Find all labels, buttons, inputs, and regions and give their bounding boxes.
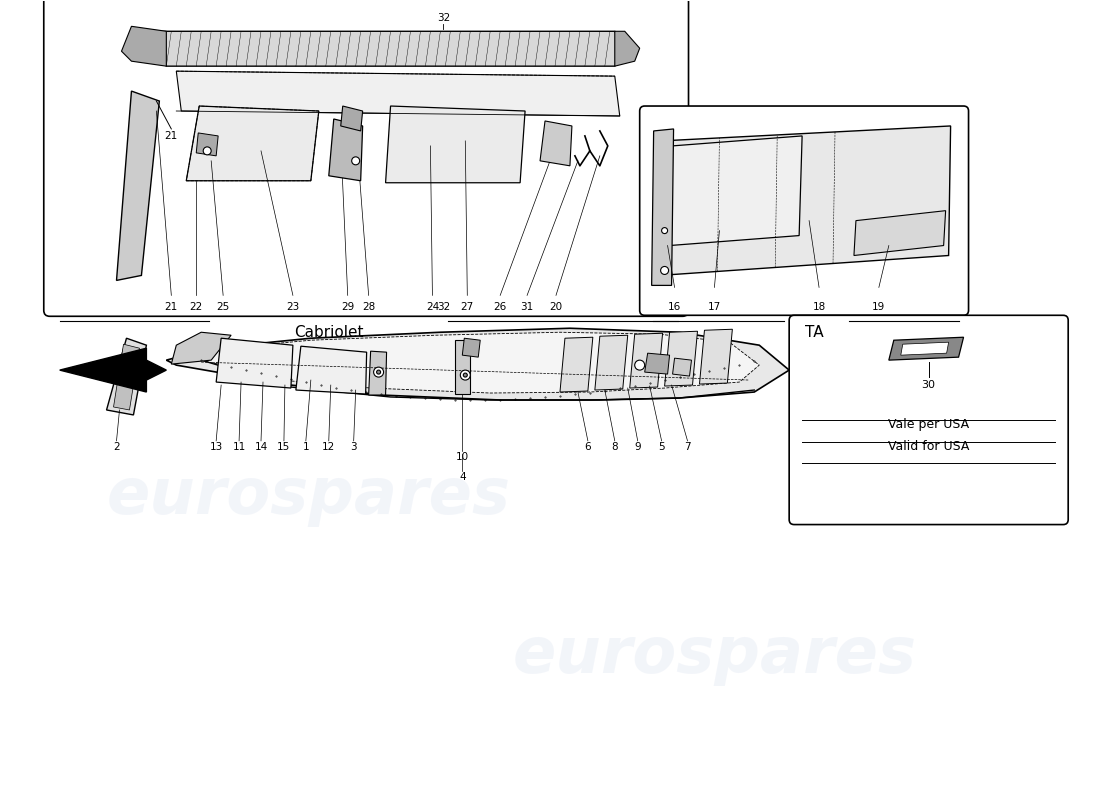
Text: 24: 24: [426, 302, 439, 312]
Text: 14: 14: [254, 442, 267, 452]
Polygon shape: [645, 353, 670, 374]
Polygon shape: [386, 106, 525, 182]
Polygon shape: [217, 338, 293, 388]
Polygon shape: [113, 344, 140, 410]
Polygon shape: [196, 133, 218, 156]
Text: 32: 32: [437, 14, 450, 23]
Polygon shape: [629, 334, 662, 388]
Polygon shape: [615, 31, 640, 66]
Text: 31: 31: [520, 302, 534, 312]
Polygon shape: [296, 346, 366, 394]
Polygon shape: [664, 331, 697, 386]
Text: 10: 10: [455, 452, 469, 462]
Text: 6: 6: [584, 442, 591, 452]
Polygon shape: [595, 335, 628, 390]
Text: 25: 25: [217, 302, 230, 312]
Circle shape: [374, 367, 384, 377]
Text: 28: 28: [362, 302, 375, 312]
Text: 32: 32: [437, 302, 450, 312]
Text: 4: 4: [459, 472, 465, 482]
Text: 1: 1: [302, 442, 309, 452]
Polygon shape: [329, 119, 363, 181]
Text: eurospares: eurospares: [513, 624, 916, 686]
Polygon shape: [341, 106, 363, 131]
Circle shape: [463, 373, 467, 377]
Polygon shape: [672, 358, 692, 376]
Text: eurospares: eurospares: [107, 465, 510, 526]
Text: 30: 30: [922, 380, 936, 390]
Text: 13: 13: [209, 442, 223, 452]
FancyBboxPatch shape: [44, 0, 689, 316]
FancyBboxPatch shape: [640, 106, 968, 315]
Polygon shape: [700, 330, 733, 384]
Polygon shape: [889, 338, 964, 360]
FancyBboxPatch shape: [789, 315, 1068, 525]
Text: 9: 9: [635, 442, 641, 452]
Polygon shape: [854, 210, 946, 255]
Polygon shape: [196, 332, 759, 393]
Text: Vale per USA: Vale per USA: [888, 418, 969, 431]
Polygon shape: [901, 342, 948, 355]
Text: 5: 5: [658, 442, 664, 452]
Polygon shape: [560, 338, 593, 392]
Circle shape: [204, 147, 211, 155]
Polygon shape: [660, 126, 950, 275]
Circle shape: [635, 360, 645, 370]
Circle shape: [661, 228, 668, 234]
Circle shape: [376, 370, 381, 374]
Text: 7: 7: [684, 442, 691, 452]
Text: Cabriolet: Cabriolet: [294, 326, 363, 340]
Text: 26: 26: [494, 302, 507, 312]
Polygon shape: [651, 129, 673, 286]
Text: 22: 22: [189, 302, 202, 312]
Circle shape: [460, 370, 471, 380]
Text: 21: 21: [165, 302, 178, 312]
Text: Valid for USA: Valid for USA: [888, 440, 969, 453]
Polygon shape: [121, 26, 166, 66]
Polygon shape: [166, 328, 789, 400]
Text: 8: 8: [612, 442, 618, 452]
Circle shape: [661, 266, 669, 274]
Polygon shape: [455, 340, 471, 394]
Polygon shape: [117, 91, 160, 281]
Text: 16: 16: [668, 302, 681, 312]
Text: 2: 2: [113, 442, 120, 452]
Text: 15: 15: [277, 442, 290, 452]
Text: 3: 3: [351, 442, 358, 452]
Polygon shape: [368, 351, 386, 395]
Text: 20: 20: [549, 302, 562, 312]
Polygon shape: [107, 338, 146, 415]
Text: 19: 19: [872, 302, 886, 312]
Text: 21: 21: [165, 131, 178, 141]
Text: 23: 23: [286, 302, 299, 312]
Polygon shape: [670, 136, 802, 246]
Polygon shape: [176, 71, 619, 116]
Polygon shape: [186, 106, 319, 181]
Text: 18: 18: [813, 302, 826, 312]
Polygon shape: [540, 121, 572, 166]
Text: 27: 27: [461, 302, 474, 312]
Text: 12: 12: [322, 442, 335, 452]
Polygon shape: [462, 338, 481, 357]
Text: 29: 29: [341, 302, 354, 312]
Text: TA: TA: [805, 326, 824, 340]
Text: 17: 17: [707, 302, 722, 312]
Polygon shape: [156, 31, 625, 66]
Polygon shape: [172, 332, 231, 364]
Circle shape: [352, 157, 360, 165]
Text: 11: 11: [232, 442, 245, 452]
Polygon shape: [59, 348, 166, 392]
